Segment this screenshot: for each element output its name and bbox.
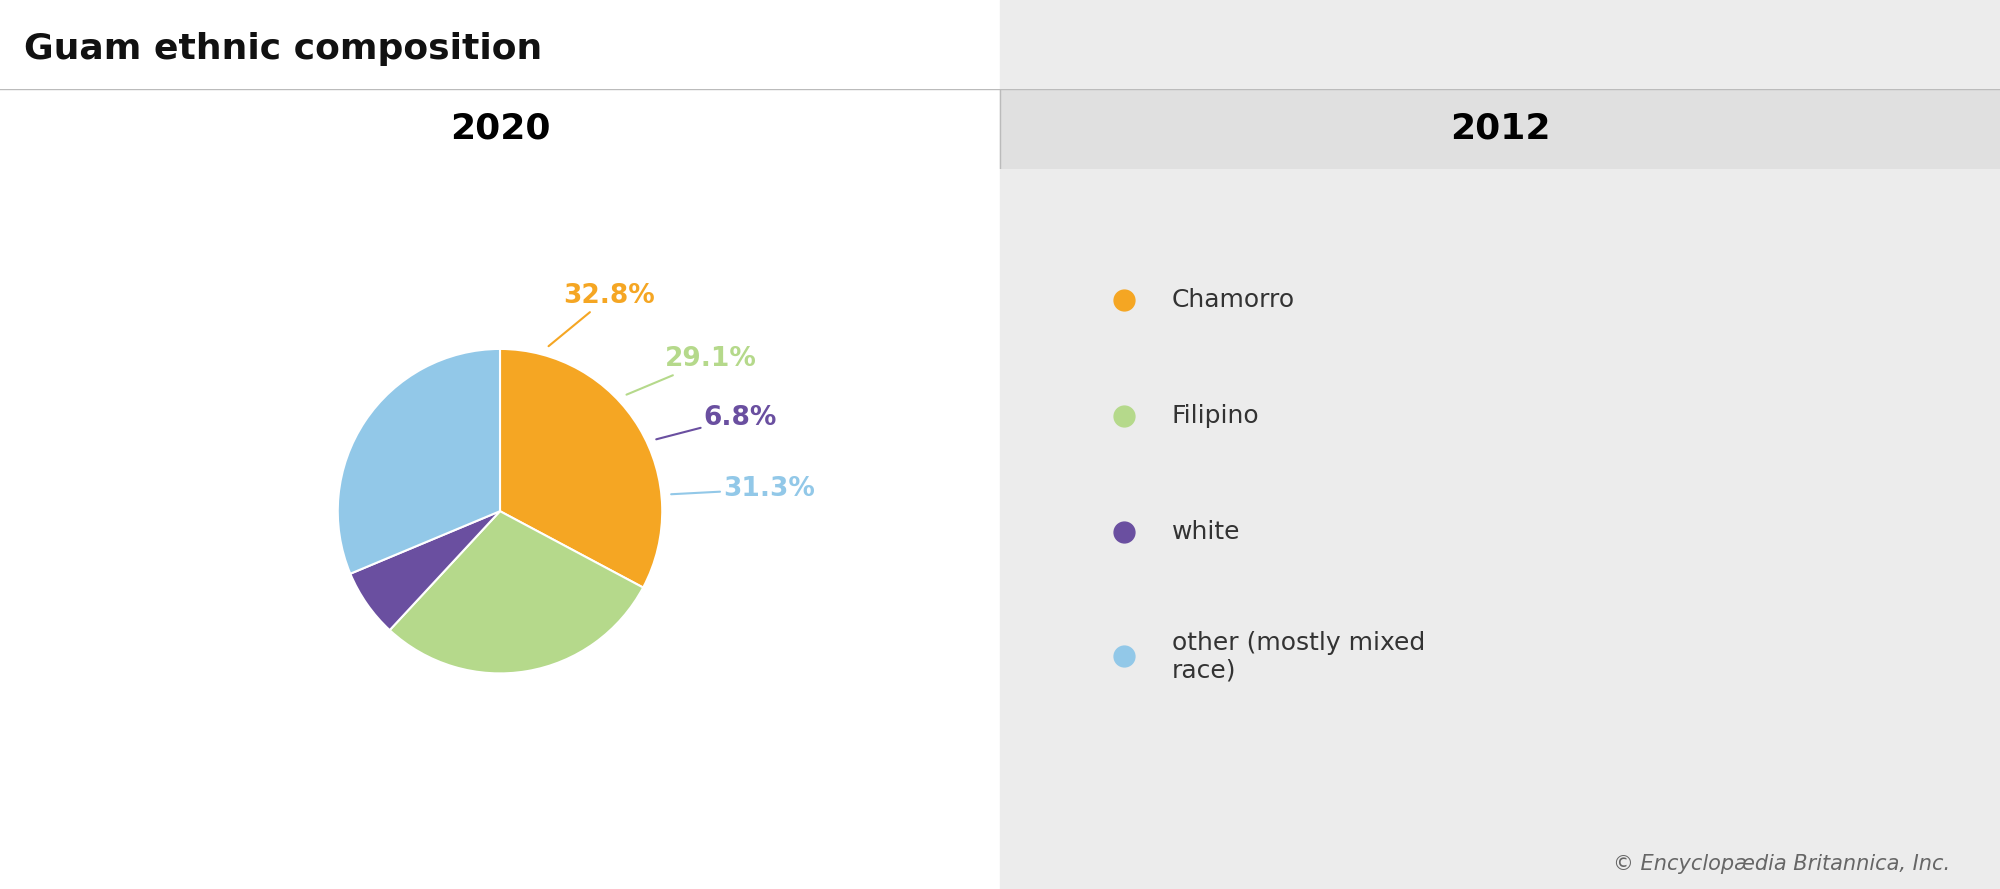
Wedge shape [338,348,500,573]
Text: 2020: 2020 [450,112,550,146]
Text: 6.8%: 6.8% [656,404,776,439]
Wedge shape [500,348,662,588]
Wedge shape [390,511,644,673]
Text: Filipino: Filipino [1172,404,1260,428]
Wedge shape [350,511,500,630]
Text: 29.1%: 29.1% [626,347,756,395]
Text: © Encyclopædia Britannica, Inc.: © Encyclopædia Britannica, Inc. [1612,854,1950,874]
Text: white: white [1172,520,1240,543]
Text: 2012: 2012 [1450,112,1550,146]
Bar [1000,89,2000,169]
Bar [0,89,1000,169]
Text: 32.8%: 32.8% [548,284,654,346]
Text: 31.3%: 31.3% [672,477,814,502]
Text: other (mostly mixed
race): other (mostly mixed race) [1172,630,1426,683]
Text: Guam ethnic composition: Guam ethnic composition [24,32,542,66]
Bar [0,0,1000,889]
Text: Chamorro: Chamorro [1172,289,1296,312]
Bar [1000,0,2000,889]
